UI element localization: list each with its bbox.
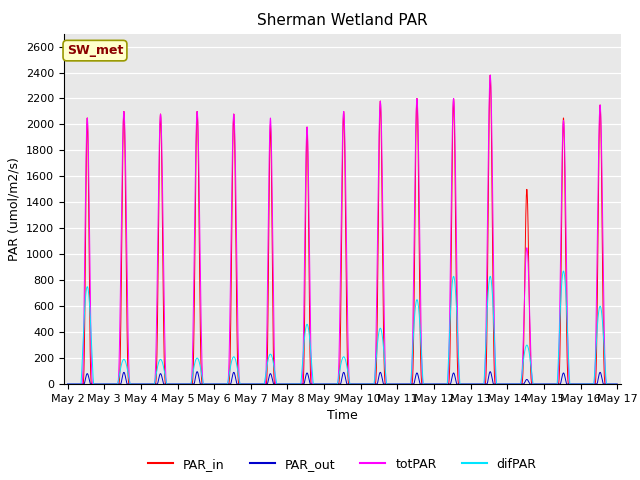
PAR_out [163, 381, 170, 387]
PAR_in [322, 381, 330, 387]
PAR_in [486, 72, 494, 78]
difPAR [497, 381, 504, 387]
PAR_in [163, 381, 170, 387]
PAR_out [497, 381, 504, 387]
totPAR [613, 381, 621, 387]
PAR_in [465, 381, 473, 387]
Text: SW_met: SW_met [67, 44, 123, 57]
difPAR [163, 379, 170, 385]
difPAR [465, 381, 473, 387]
PAR_out [612, 381, 620, 387]
PAR_in [612, 381, 620, 387]
PAR_in [497, 381, 504, 387]
Legend: PAR_in, PAR_out, totPAR, difPAR: PAR_in, PAR_out, totPAR, difPAR [143, 453, 541, 476]
totPAR [322, 381, 330, 387]
difPAR [612, 381, 620, 387]
difPAR [64, 381, 72, 387]
Y-axis label: PAR (umol/m2/s): PAR (umol/m2/s) [8, 157, 20, 261]
totPAR [435, 381, 443, 387]
Line: PAR_in: PAR_in [68, 75, 617, 384]
difPAR [435, 381, 443, 387]
totPAR [486, 72, 494, 78]
PAR_out [466, 381, 474, 387]
PAR_in [613, 381, 621, 387]
X-axis label: Time: Time [327, 409, 358, 422]
totPAR [163, 380, 170, 385]
PAR_in [435, 381, 443, 387]
difPAR [322, 381, 330, 387]
Title: Sherman Wetland PAR: Sherman Wetland PAR [257, 13, 428, 28]
PAR_out [435, 381, 443, 387]
PAR_out [64, 381, 72, 387]
totPAR [465, 381, 473, 387]
PAR_out [193, 369, 201, 374]
Line: PAR_out: PAR_out [68, 372, 617, 384]
PAR_out [613, 381, 621, 387]
totPAR [497, 381, 504, 387]
totPAR [612, 381, 620, 387]
PAR_out [322, 381, 330, 387]
totPAR [64, 381, 72, 387]
difPAR [613, 381, 621, 387]
PAR_in [64, 381, 72, 387]
difPAR [559, 268, 567, 274]
Line: totPAR: totPAR [68, 75, 617, 384]
Line: difPAR: difPAR [68, 271, 617, 384]
